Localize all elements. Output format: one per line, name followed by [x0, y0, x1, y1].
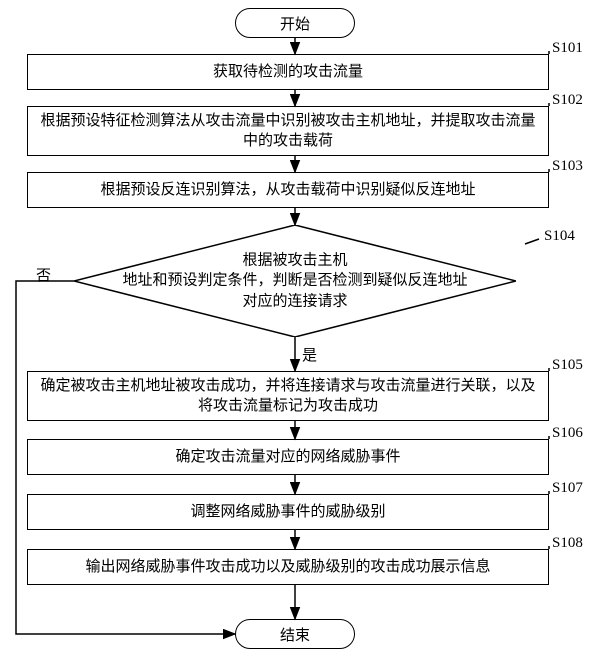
step-s107: 调整网络威胁事件的威胁级别 [27, 494, 549, 530]
label-s108: S108 [552, 535, 583, 552]
step-s108: 输出网络威胁事件攻击成功以及威胁级别的攻击成功展示信息 [27, 549, 549, 585]
step-s105: 确定被攻击主机地址被攻击成功，并将连接请求与攻击流量进行关联，以及将攻击流量标记… [27, 371, 549, 421]
step-s106: 确定攻击流量对应的网络威胁事件 [27, 439, 549, 475]
label-s101: S101 [552, 40, 583, 57]
start-terminator: 开始 [235, 8, 355, 38]
step-s102-text: 根据预设特征检测算法从攻击流量中识别被攻击主机地址，并提取攻击流量中的攻击载荷 [36, 111, 540, 152]
step-s106-text: 确定攻击流量对应的网络威胁事件 [175, 447, 400, 467]
label-s106: S106 [552, 425, 583, 442]
step-s103-text: 根据预设反连识别算法，从攻击载荷中识别疑似反连地址 [100, 180, 475, 200]
decision-s104-text: 根据被攻击主机 地址和预设判定条件，判断是否检测到疑似反连地址 对应的连接请求 [74, 251, 516, 312]
end-terminator: 结束 [235, 619, 355, 649]
decision-s104: 根据被攻击主机 地址和预设判定条件，判断是否检测到疑似反连地址 对应的连接请求 [74, 225, 516, 337]
label-s103: S103 [552, 158, 583, 175]
end-label: 结束 [280, 624, 310, 645]
step-s108-text: 输出网络威胁事件攻击成功以及威胁级别的攻击成功展示信息 [85, 557, 490, 577]
step-s101: 获取待检测的攻击流量 [27, 54, 549, 90]
label-s107: S107 [552, 480, 583, 497]
label-s102: S102 [552, 92, 583, 109]
label-s104: S104 [544, 228, 575, 245]
step-s102: 根据预设特征检测算法从攻击流量中识别被攻击主机地址，并提取攻击流量中的攻击载荷 [27, 106, 549, 156]
start-label: 开始 [280, 13, 310, 34]
label-s105: S105 [552, 357, 583, 374]
step-s107-text: 调整网络威胁事件的威胁级别 [190, 502, 385, 522]
step-s101-text: 获取待检测的攻击流量 [213, 62, 363, 82]
step-s105-text: 确定被攻击主机地址被攻击成功，并将连接请求与攻击流量进行关联，以及将攻击流量标记… [36, 376, 540, 417]
yes-label: 是 [302, 344, 317, 365]
no-label: 否 [36, 264, 51, 285]
step-s103: 根据预设反连识别算法，从攻击载荷中识别疑似反连地址 [27, 172, 549, 208]
